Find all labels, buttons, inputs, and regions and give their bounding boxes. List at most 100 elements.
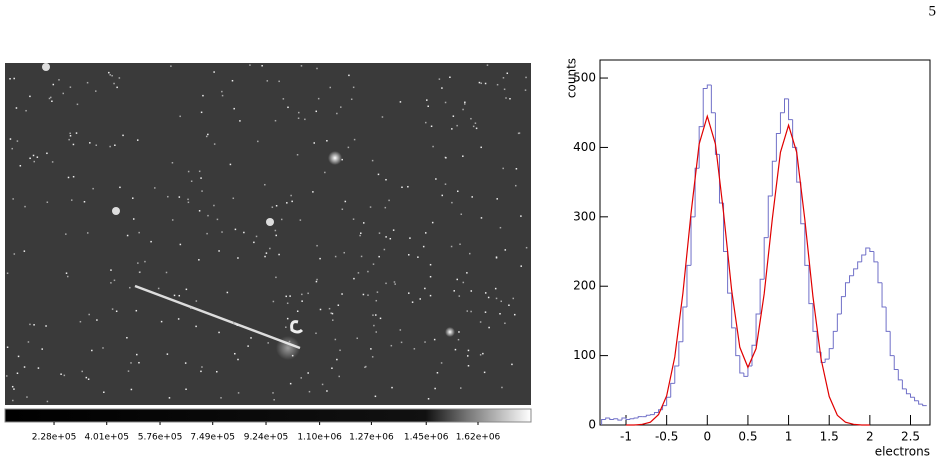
histogram-bin xyxy=(621,417,627,421)
x-tick-label: -0.5 xyxy=(655,430,678,444)
speckle xyxy=(504,322,506,325)
speckle xyxy=(229,163,232,166)
histogram-bin xyxy=(889,331,895,357)
speckle xyxy=(46,152,48,155)
speckle xyxy=(130,362,132,364)
histogram-bin xyxy=(698,126,704,169)
histogram-bin xyxy=(885,307,891,332)
speckle xyxy=(11,385,14,388)
speckle xyxy=(433,338,436,341)
speckle xyxy=(201,190,203,192)
speckle xyxy=(407,185,409,188)
speckle xyxy=(401,186,403,189)
speckle xyxy=(234,352,236,355)
speckle xyxy=(41,348,43,350)
speckle xyxy=(479,321,482,323)
histogram-bin xyxy=(796,147,801,183)
speckle xyxy=(109,145,111,148)
speckle xyxy=(520,265,522,267)
speckle xyxy=(388,199,390,202)
speckle xyxy=(13,77,15,80)
speckle xyxy=(52,83,55,86)
speckle xyxy=(352,218,355,220)
speckle xyxy=(352,86,355,89)
speckle xyxy=(243,231,245,234)
speckle xyxy=(178,196,181,198)
histogram-bin xyxy=(922,404,927,407)
speckle xyxy=(430,125,433,128)
speckle xyxy=(168,397,171,399)
speckle xyxy=(316,67,318,70)
histogram-bin xyxy=(893,355,899,370)
speckle xyxy=(67,176,70,179)
x-tick-label: -1 xyxy=(620,430,632,444)
speckle xyxy=(165,271,168,274)
speckle xyxy=(463,103,466,105)
speckle xyxy=(353,138,356,141)
speckle xyxy=(200,177,202,179)
speckle xyxy=(206,232,208,235)
speckle xyxy=(429,294,432,297)
speckle xyxy=(319,257,321,260)
speckle xyxy=(456,124,458,127)
speckle xyxy=(347,146,350,149)
speckle xyxy=(424,341,426,343)
speckle xyxy=(32,154,35,157)
speckle xyxy=(378,255,380,258)
speckle xyxy=(274,229,277,232)
speckle xyxy=(471,196,473,198)
speckle xyxy=(384,206,387,209)
colorbar-tick-label: 1.62e+06 xyxy=(456,433,501,443)
speckle xyxy=(213,71,215,73)
speckle xyxy=(89,142,91,144)
speckle xyxy=(36,156,39,158)
speckle xyxy=(280,218,283,221)
speckle xyxy=(285,295,287,298)
speckle xyxy=(86,81,89,84)
speckle xyxy=(326,390,328,392)
speckle xyxy=(400,341,403,344)
speckle xyxy=(356,337,358,340)
speckle xyxy=(331,367,333,369)
speckle xyxy=(501,386,503,389)
speckle xyxy=(478,81,481,84)
speckle xyxy=(221,90,223,93)
speckle xyxy=(291,354,294,357)
speckle xyxy=(236,324,239,326)
speckle xyxy=(316,244,318,247)
speckle xyxy=(233,322,235,324)
colorbar-tick-label: 5.76e+05 xyxy=(138,433,183,443)
histogram-bin xyxy=(865,247,870,255)
speckle xyxy=(469,252,471,255)
speckle xyxy=(348,74,350,77)
speckle xyxy=(116,86,118,89)
histogram-bin xyxy=(800,182,805,225)
speckle xyxy=(289,295,291,297)
speckle xyxy=(411,301,414,303)
speckle xyxy=(436,372,439,374)
speckle xyxy=(216,370,218,373)
colorbar-tick-label: 9.24e+05 xyxy=(244,433,289,443)
speckle xyxy=(480,82,482,85)
speckle xyxy=(409,237,411,239)
speckle xyxy=(495,256,498,258)
speckle xyxy=(312,191,314,193)
speckle xyxy=(16,140,19,142)
speckle xyxy=(221,94,224,97)
y-tick-label: 400 xyxy=(573,140,596,154)
speckle xyxy=(470,290,473,292)
speckle xyxy=(484,82,487,85)
speckle xyxy=(488,326,490,329)
speckle xyxy=(499,226,502,229)
speckle xyxy=(69,135,72,137)
speckle xyxy=(341,208,344,211)
speckle xyxy=(264,255,266,258)
speckle xyxy=(267,342,269,344)
speckle xyxy=(273,399,275,401)
speckle xyxy=(502,167,504,170)
speckle xyxy=(472,125,475,128)
speckle xyxy=(360,255,363,258)
speckle xyxy=(317,97,320,100)
speckle xyxy=(275,234,277,237)
